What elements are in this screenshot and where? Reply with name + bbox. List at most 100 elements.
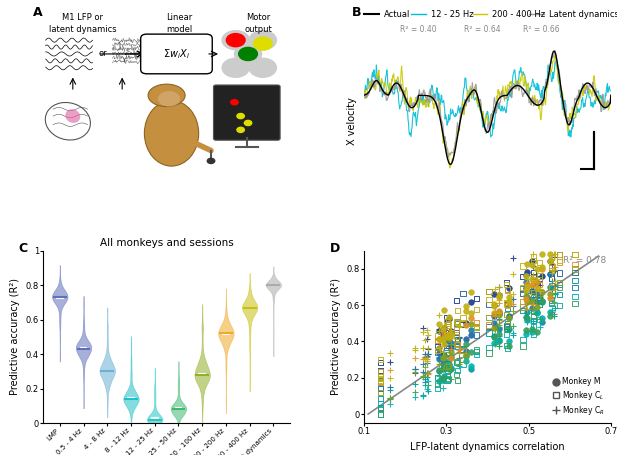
Point [555,283,565,291]
Point [444,355,453,362]
Point [461,352,471,359]
Point [466,298,476,306]
Point [420,375,430,382]
Point [491,312,500,319]
Point [508,301,518,308]
Point [494,331,504,338]
Point [489,332,499,339]
Point [555,302,565,309]
Point [455,346,465,354]
Point [438,349,448,356]
Point [494,324,504,331]
Point [453,319,463,326]
Point [494,338,504,345]
Point [439,373,449,380]
Point [422,335,432,343]
Point [375,404,385,411]
Point [434,378,444,385]
Point [494,332,504,339]
Point [501,298,511,306]
Point [438,374,448,381]
Point [532,280,542,287]
Point [442,360,452,368]
Point [534,301,544,308]
Point [455,350,465,357]
Ellipse shape [144,101,199,166]
Point [418,392,428,399]
Point [453,318,463,325]
Point [439,354,449,361]
Point [529,288,539,296]
Point [375,367,385,374]
Point [466,327,476,334]
Point [438,377,448,384]
Point [444,365,453,372]
Point [528,251,537,258]
Circle shape [226,34,245,47]
Circle shape [237,127,244,132]
Point [537,318,547,325]
Point [438,385,448,392]
Point [502,344,512,352]
Point [438,327,448,334]
Point [547,267,557,274]
Circle shape [254,37,272,50]
Point [508,308,518,315]
Point [455,354,465,361]
Point [445,365,455,372]
Point [444,338,453,345]
Point [521,318,531,325]
Point [439,306,449,313]
Point [570,284,580,291]
Y-axis label: Predictive accuracy (R²): Predictive accuracy (R²) [10,278,20,395]
Point [545,308,555,315]
Text: R² = 0.78: R² = 0.78 [563,256,606,265]
X-axis label: LFP-latent dynamics correlation: LFP-latent dynamics correlation [410,442,565,452]
Point [528,290,537,298]
Point [439,351,449,358]
Point [442,341,452,349]
Point [458,356,468,363]
Point [537,263,547,271]
Point [461,353,471,360]
Point [528,275,537,283]
Point [466,309,476,316]
Point [452,326,462,334]
Point [534,258,544,266]
Point [466,315,476,322]
Text: R² = 0.66: R² = 0.66 [523,25,560,34]
Point [444,355,453,363]
Point [385,374,395,381]
Point [453,336,463,344]
Point [532,298,542,305]
Point [444,315,453,323]
Point [455,344,465,351]
Point [489,333,499,340]
Point [501,311,511,318]
Point [529,293,539,300]
Point [434,327,444,334]
Text: 200 - 400 Hz: 200 - 400 Hz [492,10,545,19]
Point [521,286,531,293]
Point [376,379,386,386]
Point [494,283,504,290]
Point [420,363,430,370]
Point [570,251,580,258]
Point [434,368,444,375]
Point [439,373,449,380]
Point [433,332,442,339]
Point [502,286,512,293]
Point [549,251,559,258]
Point [529,277,539,284]
Point [545,283,555,291]
Point [458,321,468,328]
Point [491,327,500,334]
Text: model: model [166,25,192,34]
Legend: Monkey M, Monkey C$_L$, Monkey C$_R$: Monkey M, Monkey C$_L$, Monkey C$_R$ [550,375,607,420]
Point [471,324,481,332]
Point [453,338,463,345]
Point [537,298,547,305]
Point [494,307,504,314]
Point [458,314,468,321]
Point [438,349,448,356]
